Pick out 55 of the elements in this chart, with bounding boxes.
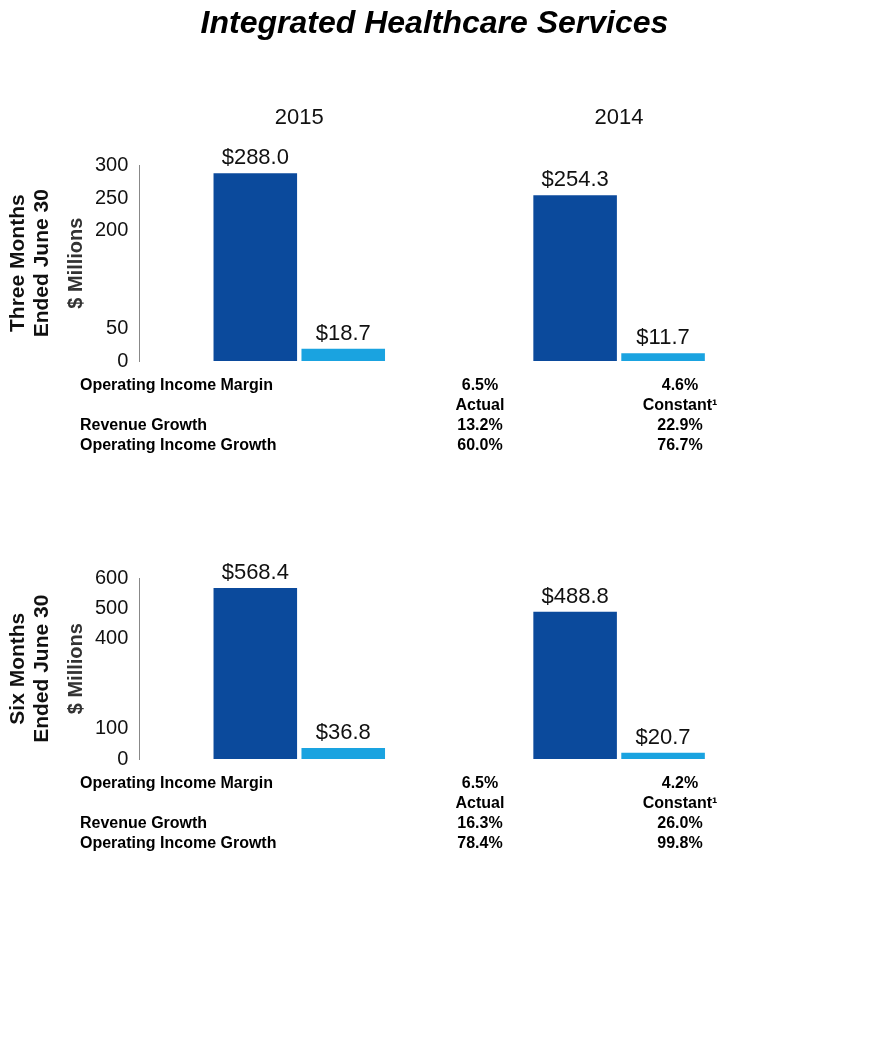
- y-tick-label: 200: [94, 218, 129, 241]
- y-tick-label: 100: [94, 716, 129, 739]
- y-tick-label: 600: [94, 565, 129, 588]
- data-label: $20.7: [635, 723, 691, 749]
- chart-title: Integrated Healthcare Services: [199, 4, 670, 41]
- text: Actual: [454, 794, 506, 812]
- text: 26.0%: [656, 814, 704, 832]
- text: 60.0%: [456, 436, 504, 454]
- bar: [533, 611, 617, 759]
- text: 6.5%: [460, 774, 500, 792]
- text: 4.6%: [660, 376, 700, 394]
- text: 6.5%: [460, 376, 500, 394]
- y-axis-title: $ Millions: [63, 623, 86, 715]
- data-label: $36.8: [315, 718, 371, 744]
- y-tick-label: 300: [94, 152, 129, 175]
- text: 76.7%: [656, 436, 704, 454]
- y-tick-label: 50: [106, 315, 129, 338]
- x-tick-label: 2015: [274, 104, 324, 130]
- text: 78.4%: [456, 834, 504, 852]
- data-label: $11.7: [636, 324, 690, 350]
- y-tick-label: 250: [94, 185, 129, 208]
- bar: [213, 173, 298, 361]
- bar: [301, 348, 386, 361]
- bar: [621, 353, 705, 361]
- text: Operating Income Growth: [80, 436, 278, 454]
- text: 13.2%: [456, 416, 504, 434]
- bar: [533, 195, 617, 361]
- data-label: $568.4: [221, 558, 289, 584]
- data-label: $288.0: [221, 144, 289, 170]
- y-tick-label: 400: [94, 626, 129, 649]
- bar: [213, 587, 298, 759]
- text: Constant¹: [641, 396, 719, 414]
- bar: [301, 747, 386, 759]
- text: Constant¹: [641, 794, 719, 812]
- data-label: $254.3: [541, 166, 609, 192]
- data-label: $18.7: [315, 319, 371, 345]
- text: Actual: [454, 396, 506, 414]
- y-tick-label: 500: [94, 596, 129, 619]
- text: Revenue Growth: [80, 416, 209, 434]
- y-axis-title: $ Millions: [63, 217, 86, 309]
- y-tick-label: 0: [117, 348, 129, 371]
- y-tick-label: 0: [117, 746, 129, 769]
- text: 22.9%: [656, 416, 704, 434]
- text: Operating Income Margin: [80, 376, 274, 394]
- text: Operating Income Margin: [80, 774, 274, 792]
- data-label: $488.8: [541, 582, 609, 608]
- x-tick-label: 2014: [594, 104, 644, 130]
- text: 16.3%: [456, 814, 504, 832]
- text: 4.2%: [660, 774, 700, 792]
- text: Revenue Growth: [80, 814, 209, 832]
- text: Six Months Ended June 30: [4, 594, 52, 743]
- text: Operating Income Growth: [80, 834, 278, 852]
- text: 99.8%: [656, 834, 704, 852]
- text: Three Months Ended June 30: [4, 189, 52, 338]
- bar: [621, 752, 705, 759]
